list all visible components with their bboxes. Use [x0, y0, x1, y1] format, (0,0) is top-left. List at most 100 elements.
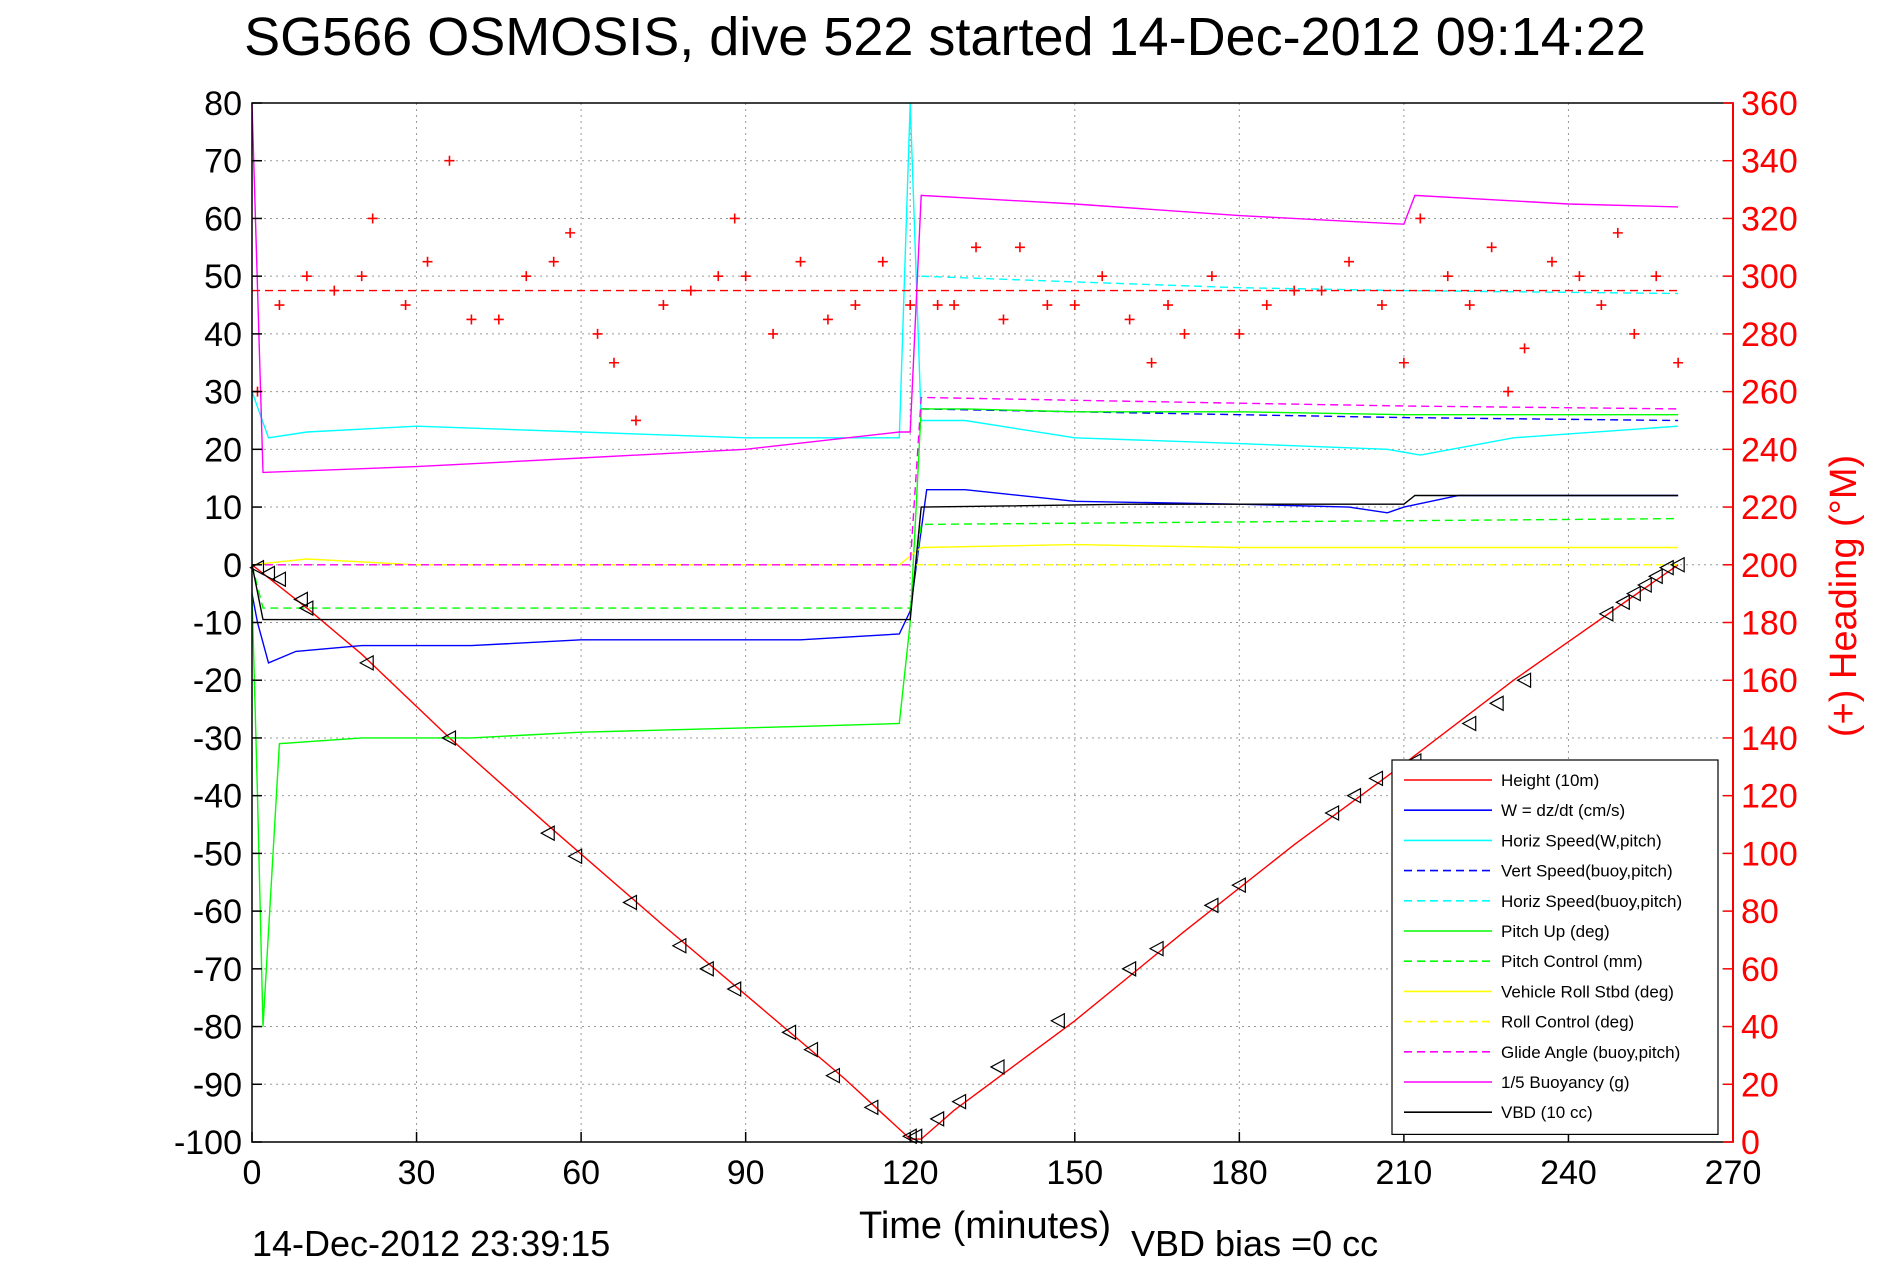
- y-tick-label: 20: [204, 431, 242, 469]
- heading-point: [822, 314, 833, 325]
- dive-marker: [1516, 672, 1532, 689]
- x-tick-label: 0: [243, 1154, 262, 1192]
- series-line: [252, 396, 1679, 566]
- tick-layer: 0 30 60 90 120 150 180 210 240 270 80 70 60 50 40 30 20 1…: [174, 85, 1798, 1192]
- heading-point: [1546, 256, 1557, 267]
- y-tick-label: -60: [193, 893, 242, 931]
- heading-point: [971, 242, 982, 253]
- heading-point: [768, 328, 779, 339]
- right-tick-label: 160: [1741, 662, 1798, 700]
- heading-point: [1042, 300, 1053, 311]
- footer-timestamp: 14-Dec-2012 23:39:15: [252, 1223, 610, 1262]
- heading-point: [905, 300, 916, 311]
- heading-point: [949, 300, 960, 311]
- legend-box: [1391, 759, 1719, 1135]
- dive-marker: [1461, 715, 1477, 732]
- series-layer: [251, 102, 1684, 1140]
- dive-marker: [1615, 594, 1630, 611]
- dive-marker: [825, 1067, 841, 1084]
- dive-marker: [907, 1128, 923, 1145]
- legend-label: W = dz/dt (cm/s): [1501, 801, 1625, 820]
- heading-point: [850, 300, 861, 311]
- dive-marker: [539, 825, 555, 842]
- dive-marker: [989, 1058, 1005, 1075]
- heading-point: [367, 213, 378, 224]
- heading-point: [565, 227, 576, 238]
- heading-point: [1673, 357, 1684, 368]
- heading-point: [274, 300, 285, 311]
- right-tick-label: 280: [1741, 316, 1798, 354]
- dive-marker: [1148, 940, 1164, 957]
- dive-marker: [699, 960, 714, 977]
- heading-point: [444, 155, 455, 166]
- heading-point: [1234, 328, 1245, 339]
- legend-label: Pitch Control (mm): [1501, 952, 1643, 971]
- y-tick-label: -70: [193, 951, 242, 989]
- heading-point: [356, 271, 367, 282]
- right-tick-label: 300: [1741, 258, 1798, 296]
- legend-label: Pitch Up (deg): [1501, 922, 1610, 941]
- dive-marker: [622, 894, 638, 911]
- heading-point: [1415, 213, 1426, 224]
- right-tick-label: 20: [1741, 1066, 1779, 1104]
- heading-point: [400, 300, 411, 311]
- dive-marker: [358, 654, 374, 671]
- legend-label: Horiz Speed(W,pitch): [1501, 831, 1662, 850]
- right-tick-label: 100: [1741, 835, 1798, 873]
- y-tick-label: 30: [204, 374, 242, 412]
- y-tick-label: -80: [193, 1009, 242, 1047]
- x-tick-label: 150: [1046, 1154, 1103, 1192]
- dive-marker: [1647, 568, 1663, 585]
- y-tick-label: 70: [204, 143, 242, 181]
- legend: Height (10m) W = dz/dt (cm/s) Horiz Speed(…: [1391, 759, 1719, 1135]
- dive-marker: [1203, 897, 1219, 914]
- heading-point: [713, 271, 724, 282]
- heading-point: [1629, 328, 1640, 339]
- dive-marker: [803, 1041, 819, 1058]
- y-tick-label: -10: [193, 605, 242, 643]
- right-tick-label: 260: [1741, 374, 1798, 412]
- heading-point: [521, 271, 532, 282]
- series-line: [921, 408, 1679, 422]
- legend-label: Glide Angle (buoy,pitch): [1501, 1043, 1680, 1062]
- legend-label: Roll Control (deg): [1501, 1013, 1634, 1032]
- dive-marker: [951, 1093, 967, 1110]
- x-tick-label: 120: [882, 1154, 939, 1192]
- dive-marker: [781, 1024, 797, 1041]
- dive-marker: [298, 600, 314, 617]
- y-tick-label: -100: [174, 1124, 242, 1162]
- heading-point: [630, 415, 641, 426]
- heading-point: [1519, 343, 1530, 354]
- right-tick-label: 220: [1741, 489, 1798, 527]
- series-line: [251, 517, 1679, 609]
- heading-point: [1612, 227, 1623, 238]
- dive-marker: [1598, 605, 1614, 622]
- dive-marker: [441, 729, 457, 746]
- series-line: [251, 408, 1679, 1027]
- heading-point: [1014, 242, 1025, 253]
- heading-point: [1097, 271, 1108, 282]
- right-tick-label: 40: [1741, 1009, 1779, 1047]
- y-tick-label: 80: [204, 85, 242, 123]
- x-axis-label: Time (minutes): [859, 1205, 1111, 1247]
- dive-marker: [1050, 1012, 1065, 1029]
- heading-point: [1486, 242, 1497, 253]
- right-tick-label: 180: [1741, 605, 1798, 643]
- heading-point: [301, 271, 312, 282]
- footer-vbd-bias: VBD bias =0 cc: [1131, 1223, 1378, 1262]
- heading-point: [1124, 314, 1135, 325]
- dive-marker: [1324, 804, 1340, 821]
- heading-point: [1464, 300, 1475, 311]
- right-tick-label: 120: [1741, 778, 1798, 816]
- y-tick-label: -50: [193, 835, 242, 873]
- heading-point: [795, 256, 806, 267]
- heading-point: [729, 213, 740, 224]
- heading-point: [1163, 300, 1174, 311]
- heading-point: [1398, 357, 1409, 368]
- series-line: [251, 494, 1679, 621]
- series-line: [251, 102, 1679, 474]
- heading-point: [422, 256, 433, 267]
- y-tick-label: -90: [193, 1066, 242, 1104]
- x-tick-label: 240: [1540, 1154, 1597, 1192]
- dive-marker: [1488, 695, 1504, 712]
